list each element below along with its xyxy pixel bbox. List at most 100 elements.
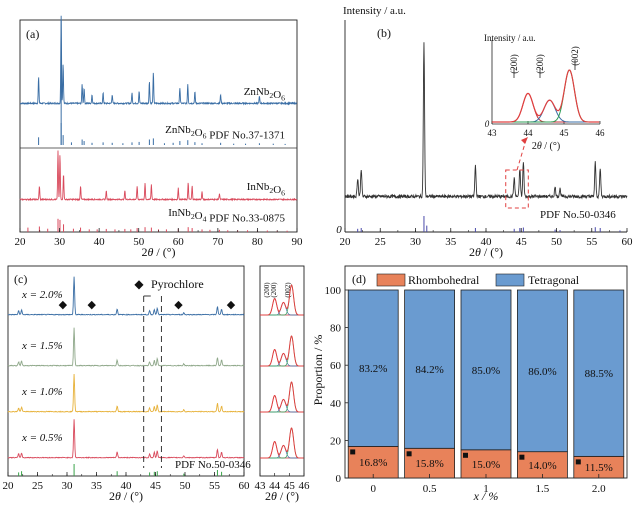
legend-label-tetragonal: Tetragonal	[528, 273, 580, 287]
x-tick-label: 0.5	[423, 483, 437, 495]
x-tick-label: 25	[375, 236, 387, 248]
bar-tetragonal	[347, 289, 399, 447]
x-tick-label: 70	[212, 236, 224, 248]
x-tick-label: 50	[551, 236, 563, 248]
pyrochlore-marker: ◆	[88, 299, 97, 311]
text-part: θ	[537, 141, 542, 152]
x-tick-label: 0	[370, 483, 376, 495]
text-part: 0875	[263, 213, 286, 225]
x-tick-label: 35	[445, 236, 457, 248]
series-label-2: x = 1.5%	[21, 340, 63, 352]
reference-label: PDF No.50-0346	[175, 459, 251, 471]
inset-x-tick-label: 45	[560, 128, 570, 138]
bar-tetragonal	[517, 289, 568, 453]
panel-label-d: (d)	[352, 272, 366, 286]
text-part: InNb	[247, 181, 270, 193]
x-tick-label: 20	[15, 236, 27, 248]
series-line-3	[7, 373, 245, 413]
zoom-envelope	[260, 284, 304, 316]
reference-label: PDF No.50-0346	[540, 209, 616, 221]
x-axis-label: x / %	[473, 489, 499, 503]
text-part: O	[273, 89, 281, 101]
text-part: / (°)	[542, 141, 560, 152]
series-label-1: x = 2.0%	[21, 289, 63, 301]
zoom-envelope	[260, 427, 304, 459]
bar-rhombohedral	[460, 449, 512, 479]
bar-tetragonal	[404, 289, 456, 449]
bar-label-rhombohedral: 11.5%	[585, 462, 613, 474]
text-part: InNb	[168, 207, 191, 219]
text-part: 6	[281, 189, 285, 198]
text-part: 33	[248, 213, 260, 225]
zoom-peak-label: (200)	[263, 282, 271, 298]
y-axis-label: Proportion / %	[311, 335, 325, 406]
series-line-znnb2o6	[19, 15, 298, 106]
text-part: 2	[191, 129, 195, 138]
pyrochlore-marker: ◆	[59, 299, 68, 311]
y-tick-label: 60	[330, 360, 342, 372]
y-origin-label: 0	[336, 224, 342, 236]
x-tick-label: 40	[121, 480, 133, 492]
text-part: PDF No.	[206, 130, 248, 142]
y-tick-label: 40	[330, 398, 342, 410]
text-part: 2	[269, 186, 273, 195]
reference-label-in: InNb2O4 PDF No.33-0875	[168, 207, 285, 225]
panel-label-b: (b)	[377, 26, 391, 40]
inset-x-tick-label: 44	[524, 128, 534, 138]
legend-marker-pyrochlore: ◆	[134, 277, 144, 291]
zoom-peak-label: (200)	[270, 282, 278, 298]
x-tick-label: 60	[622, 236, 634, 248]
zoom-fit-component	[260, 335, 304, 367]
bar-label-tetragonal: 88.5%	[585, 368, 613, 380]
inset-fit-component-2	[492, 99, 600, 123]
series-label-znnb2o6: ZnNb2O6	[244, 86, 285, 103]
bar-tetragonal	[573, 289, 625, 457]
text-part: θ	[271, 489, 277, 503]
text-part: 2	[191, 212, 195, 221]
x-tick-label: 45	[150, 480, 162, 492]
zoom-fit-component	[260, 427, 304, 459]
x-axis-label: 2θ / (°)	[109, 489, 143, 503]
x-axis-label: 2θ / (°)	[469, 245, 503, 259]
bar-corner-marker	[575, 459, 581, 465]
x-tick-label: 50	[133, 236, 145, 248]
text-part: θ	[115, 489, 121, 503]
bar-label-rhombohedral: 16.8%	[359, 457, 387, 469]
text-part: O	[273, 184, 281, 196]
y-tick-label: 20	[330, 435, 342, 447]
x-axis-label: 2θ / (°)	[265, 489, 299, 503]
zoom-x-tick-label: 46	[299, 480, 311, 492]
x-tick-label: 25	[32, 480, 44, 492]
bar-rhombohedral	[404, 447, 456, 479]
zoom-peak-label: (002)	[284, 282, 292, 298]
zoom-x-tick-label: 45	[284, 480, 296, 492]
bar-rhombohedral	[517, 451, 568, 479]
bar-corner-marker	[406, 451, 412, 457]
bar-label-rhombohedral: 15.8%	[415, 458, 443, 470]
text-part: 2	[265, 489, 271, 503]
bar-corner-marker	[519, 454, 525, 460]
reference-label-zn: ZnNb2O6 PDF No.37-1371	[165, 124, 285, 142]
bar-corner-marker	[463, 452, 468, 458]
panel-label-a: (a)	[26, 27, 39, 41]
pyrochlore-marker: ◆	[227, 299, 236, 311]
x-tick-label: 20	[3, 480, 15, 492]
inset-envelope	[492, 69, 600, 123]
bar-label-tetragonal: 85.0%	[472, 365, 500, 377]
text-part: / (°)	[481, 245, 503, 259]
x-tick-label: 50	[180, 480, 192, 492]
inset: Intensity / a.u. 043 44 45 46 2θ / (°) (200) (2…	[484, 33, 605, 152]
series-line-innb2o6	[19, 150, 298, 202]
text-part: 4	[203, 215, 207, 224]
inset-y-axis-label: Intensity / a.u.	[484, 33, 536, 43]
text-part: 6	[203, 132, 207, 141]
x-tick-label: 60	[239, 480, 251, 492]
text-part: ZnNb	[244, 86, 270, 98]
text-part: -	[259, 213, 263, 225]
x-tick-label: 90	[292, 236, 304, 248]
inset-fit-component-1	[492, 92, 600, 123]
pyrochlore-marker: ◆	[174, 299, 183, 311]
x-tick-label: 2.0	[592, 483, 606, 495]
